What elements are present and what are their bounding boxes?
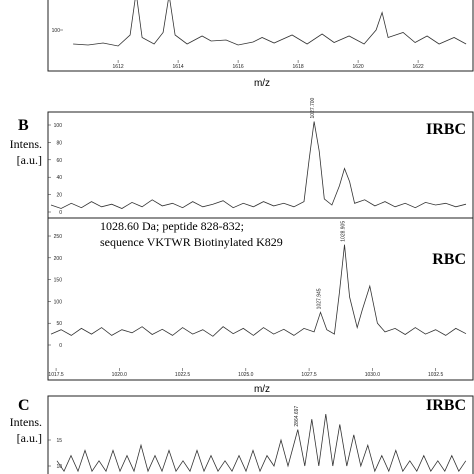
y-label: Intens. xyxy=(10,137,42,151)
panel-letter: C xyxy=(18,397,30,414)
annotation: sequence VKTWR Biotinylated K829 xyxy=(100,235,283,249)
peak-label: 1027.945 xyxy=(316,288,322,309)
y-tick-label: 20 xyxy=(56,193,62,199)
peak-label: 1027.700 xyxy=(310,97,316,118)
panel-c-frame xyxy=(47,395,474,474)
y-label: Intens. xyxy=(10,415,42,429)
x-tick-label: 1614 xyxy=(173,64,184,70)
y-tick-label: 100 xyxy=(54,123,63,129)
y-label: [a.u.] xyxy=(17,431,42,445)
panel-a-frame xyxy=(47,0,474,72)
x-tick-label: 1616 xyxy=(233,64,244,70)
spectrum-line xyxy=(50,244,467,337)
y-tick-label: 40 xyxy=(56,175,62,181)
y-tick-label: 100 xyxy=(52,28,61,34)
x-axis-label: m/z xyxy=(254,384,270,395)
peak-label: 2864.697 xyxy=(294,406,300,427)
spectrum-line xyxy=(50,121,467,209)
y-tick-label: 15 xyxy=(56,438,62,444)
annotation: 1028.60 Da; peptide 828-832; xyxy=(100,219,244,233)
x-axis-label: m/z xyxy=(254,78,270,89)
y-tick-label: 0 xyxy=(59,210,62,216)
y-tick-label: 100 xyxy=(54,299,63,305)
x-tick-label: 1612 xyxy=(113,64,124,70)
x-tick-label: 1017.5 xyxy=(48,372,64,378)
x-tick-label: 1622 xyxy=(413,64,424,70)
x-tick-label: 1030.0 xyxy=(365,372,381,378)
panel-b-frame xyxy=(47,111,474,381)
y-tick-label: 0 xyxy=(59,343,62,349)
panel-title: IRBC xyxy=(426,121,466,138)
y-tick-label: 250 xyxy=(54,234,63,240)
y-tick-label: 50 xyxy=(56,321,62,327)
x-tick-label: 1020.0 xyxy=(112,372,128,378)
y-tick-label: 200 xyxy=(54,256,63,262)
panel-title: RBC xyxy=(432,251,466,268)
y-label: [a.u.] xyxy=(17,153,42,167)
x-tick-label: 1620 xyxy=(353,64,364,70)
spectrum-line xyxy=(73,0,467,47)
x-tick-label: 1027.5 xyxy=(301,372,317,378)
x-tick-label: 1032.5 xyxy=(428,372,444,378)
y-tick-label: 10 xyxy=(56,464,62,470)
panel-letter: B xyxy=(18,117,29,134)
x-tick-label: 1022.5 xyxy=(175,372,191,378)
x-tick-label: 1618 xyxy=(293,64,304,70)
x-tick-label: 1025.0 xyxy=(238,372,254,378)
panel-title: IRBC xyxy=(426,397,466,414)
peak-label: 1028.905 xyxy=(341,221,347,242)
y-tick-label: 60 xyxy=(56,158,62,164)
spectrum-line xyxy=(56,413,467,473)
y-tick-label: 80 xyxy=(56,140,62,146)
y-tick-label: 150 xyxy=(54,278,63,284)
